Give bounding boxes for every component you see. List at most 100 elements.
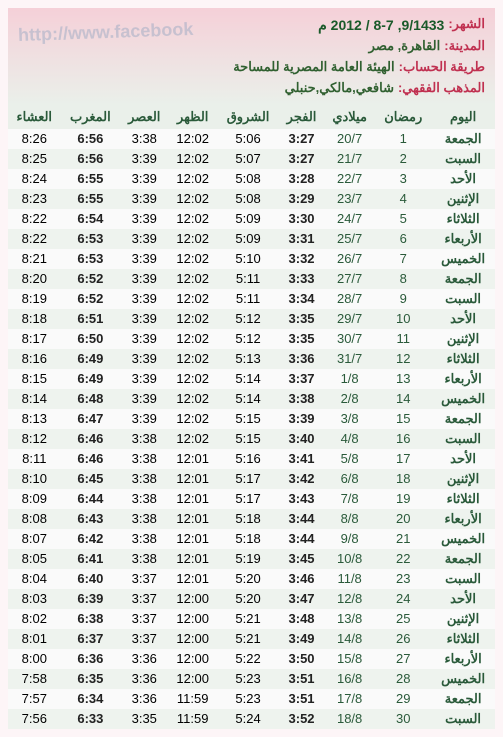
table-cell: 24 (375, 589, 431, 609)
table-cell: الإثنين (431, 189, 495, 209)
table-cell: 29/7 (324, 309, 375, 329)
fiqh-value: شافعي,مالكي,حنبلي (285, 78, 394, 99)
table-cell: الإثنين (431, 329, 495, 349)
table-cell: 8/8 (324, 509, 375, 529)
table-cell: 6:40 (61, 569, 121, 589)
table-cell: 3/8 (324, 409, 375, 429)
table-cell: 12 (375, 349, 431, 369)
table-cell: 7 (375, 249, 431, 269)
table-cell: 21/7 (324, 149, 375, 169)
table-row: السبت221/73:275:0712:023:396:568:25 (8, 149, 495, 169)
table-cell: 3:39 (120, 209, 168, 229)
table-cell: 29 (375, 689, 431, 709)
table-cell: 8:10 (8, 469, 61, 489)
table-cell: 6:49 (61, 369, 121, 389)
table-cell: 12:02 (168, 409, 217, 429)
table-cell: الإثنين (431, 469, 495, 489)
table-cell: 14 (375, 389, 431, 409)
table-cell: 12:01 (168, 469, 217, 489)
table-row: الإثنين1130/73:355:1212:023:396:508:17 (8, 329, 495, 349)
col-header: الفجر (279, 105, 324, 129)
table-cell: 3:30 (279, 209, 324, 229)
table-cell: 5:16 (217, 449, 279, 469)
table-cell: السبت (431, 289, 495, 309)
table-cell: 5:21 (217, 629, 279, 649)
col-header: الشروق (217, 105, 279, 129)
table-cell: الخميس (431, 529, 495, 549)
table-cell: 8:17 (8, 329, 61, 349)
table-cell: 6:55 (61, 189, 121, 209)
table-cell: الجمعة (431, 689, 495, 709)
table-row: الجمعة120/73:275:0612:023:386:568:26 (8, 129, 495, 149)
table-row: الأربعاء131/83:375:1412:023:396:498:15 (8, 369, 495, 389)
table-cell: 12:01 (168, 529, 217, 549)
table-cell: 3:38 (120, 489, 168, 509)
table-cell: 10 (375, 309, 431, 329)
table-cell: 12:01 (168, 449, 217, 469)
table-cell: 3:38 (120, 129, 168, 149)
table-cell: 3:38 (120, 529, 168, 549)
table-cell: 8:12 (8, 429, 61, 449)
table-cell: 5:12 (217, 329, 279, 349)
table-row: الإثنين423/73:295:0812:023:396:558:23 (8, 189, 495, 209)
table-cell: 5:23 (217, 689, 279, 709)
title-value: 9/1433, 8-7 / 2012 م (318, 14, 444, 36)
table-cell: 8:07 (8, 529, 61, 549)
table-cell: 8:05 (8, 549, 61, 569)
table-cell: 26/7 (324, 249, 375, 269)
table-cell: 6:56 (61, 129, 121, 149)
table-cell: 8 (375, 269, 431, 289)
table-cell: الثلاثاء (431, 349, 495, 369)
table-cell: 11/8 (324, 569, 375, 589)
table-cell: 22/7 (324, 169, 375, 189)
table-cell: 3:39 (120, 149, 168, 169)
table-cell: 18 (375, 469, 431, 489)
table-row: الجمعة153/83:395:1512:023:396:478:13 (8, 409, 495, 429)
table-cell: 5:21 (217, 609, 279, 629)
table-cell: 3:35 (279, 309, 324, 329)
table-wrapper: اليومرمضانميلاديالفجرالشروقالظهرالعصرالم… (8, 105, 495, 729)
table-cell: 5:14 (217, 369, 279, 389)
table-cell: 5:18 (217, 509, 279, 529)
table-cell: 5:24 (217, 709, 279, 729)
table-cell: 6:52 (61, 289, 121, 309)
table-cell: 8:25 (8, 149, 61, 169)
table-cell: 12:02 (168, 389, 217, 409)
table-cell: 5:20 (217, 589, 279, 609)
table-cell: 6:52 (61, 269, 121, 289)
table-cell: 24/7 (324, 209, 375, 229)
table-cell: 12:02 (168, 169, 217, 189)
table-cell: 3:38 (279, 389, 324, 409)
city-label: المدينة: (444, 36, 485, 57)
table-cell: الجمعة (431, 409, 495, 429)
table-cell: 12:02 (168, 189, 217, 209)
table-cell: الثلاثاء (431, 209, 495, 229)
table-cell: 6:50 (61, 329, 121, 349)
table-cell: 8:02 (8, 609, 61, 629)
table-row: الثلاثاء2614/83:495:2112:003:376:378:01 (8, 629, 495, 649)
table-cell: 8:24 (8, 169, 61, 189)
table-row: الأربعاء625/73:315:0912:023:396:538:22 (8, 229, 495, 249)
table-cell: 8:00 (8, 649, 61, 669)
table-cell: 6:39 (61, 589, 121, 609)
table-cell: السبت (431, 149, 495, 169)
table-cell: 6:41 (61, 549, 121, 569)
table-row: الثلاثاء1231/73:365:1312:023:396:498:16 (8, 349, 495, 369)
table-cell: 12:02 (168, 349, 217, 369)
table-cell: 12/8 (324, 589, 375, 609)
table-cell: 3:39 (120, 289, 168, 309)
table-cell: 5:17 (217, 489, 279, 509)
table-cell: 3:44 (279, 509, 324, 529)
table-cell: 3:38 (120, 429, 168, 449)
table-cell: 6 (375, 229, 431, 249)
table-cell: 5:09 (217, 209, 279, 229)
col-header: العشاء (8, 105, 61, 129)
table-row: الأربعاء2715/83:505:2212:003:366:368:00 (8, 649, 495, 669)
table-row: الثلاثاء524/73:305:0912:023:396:548:22 (8, 209, 495, 229)
table-cell: 3:41 (279, 449, 324, 469)
table-cell: 8:20 (8, 269, 61, 289)
table-cell: الجمعة (431, 549, 495, 569)
table-cell: الأحد (431, 309, 495, 329)
table-cell: 8:18 (8, 309, 61, 329)
col-header: الظهر (168, 105, 217, 129)
